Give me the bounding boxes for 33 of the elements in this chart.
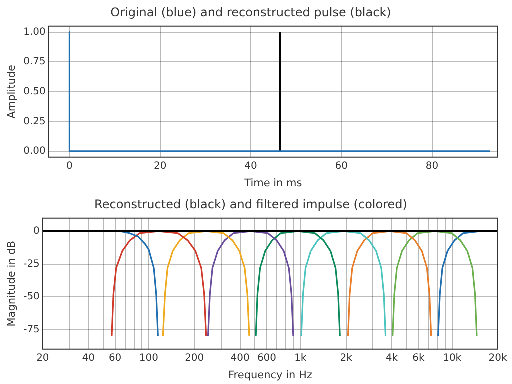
x-tick-label: 600 (257, 352, 277, 364)
x-tick-label: 60 (108, 352, 122, 364)
y-tick-label: 0.50 (24, 86, 46, 98)
x-tick-label: 1k (294, 352, 307, 364)
x-tick-label: 60 (335, 160, 348, 172)
y-tick-label: 0 (34, 226, 40, 238)
y-tick-label: -75 (24, 324, 40, 336)
x-tick-label: 4k (386, 352, 398, 364)
y-axis-title: Amplitude (6, 64, 18, 119)
y-tick-label: 0.75 (24, 56, 46, 68)
x-tick-label: 6k (412, 352, 425, 364)
y-tick-label: -50 (24, 292, 40, 303)
x-tick-label: 100 (139, 352, 159, 364)
chart-title: Original (blue) and reconstructed pulse (black) (110, 5, 392, 20)
x-tick-label: 20k (488, 352, 508, 364)
y-tick-label: -25 (24, 258, 40, 270)
y-tick-label: 1.00 (24, 26, 46, 38)
x-tick-label: 80 (426, 160, 439, 172)
x-tick-label: 0 (66, 160, 73, 172)
y-tick-label: 0.25 (24, 116, 46, 128)
x-axis-title: Frequency in Hz (228, 369, 313, 382)
y-axis-title: Magnitude in dB (6, 241, 18, 327)
x-tick-label: 20 (154, 160, 167, 172)
x-tick-label: 2k (340, 352, 353, 364)
x-axis-title: Time in ms (244, 177, 302, 190)
x-tick-label: 20 (36, 352, 50, 364)
x-tick-label: 200 (185, 352, 204, 364)
x-tick-label: 40 (82, 352, 95, 364)
chart-title: Reconstructed (black) and filtered impulse (colored) (94, 197, 408, 212)
y-tick-label: 0.00 (24, 146, 46, 158)
x-tick-label: 10k (443, 352, 462, 364)
x-tick-label: 400 (230, 352, 250, 364)
x-tick-label: 40 (244, 160, 258, 172)
